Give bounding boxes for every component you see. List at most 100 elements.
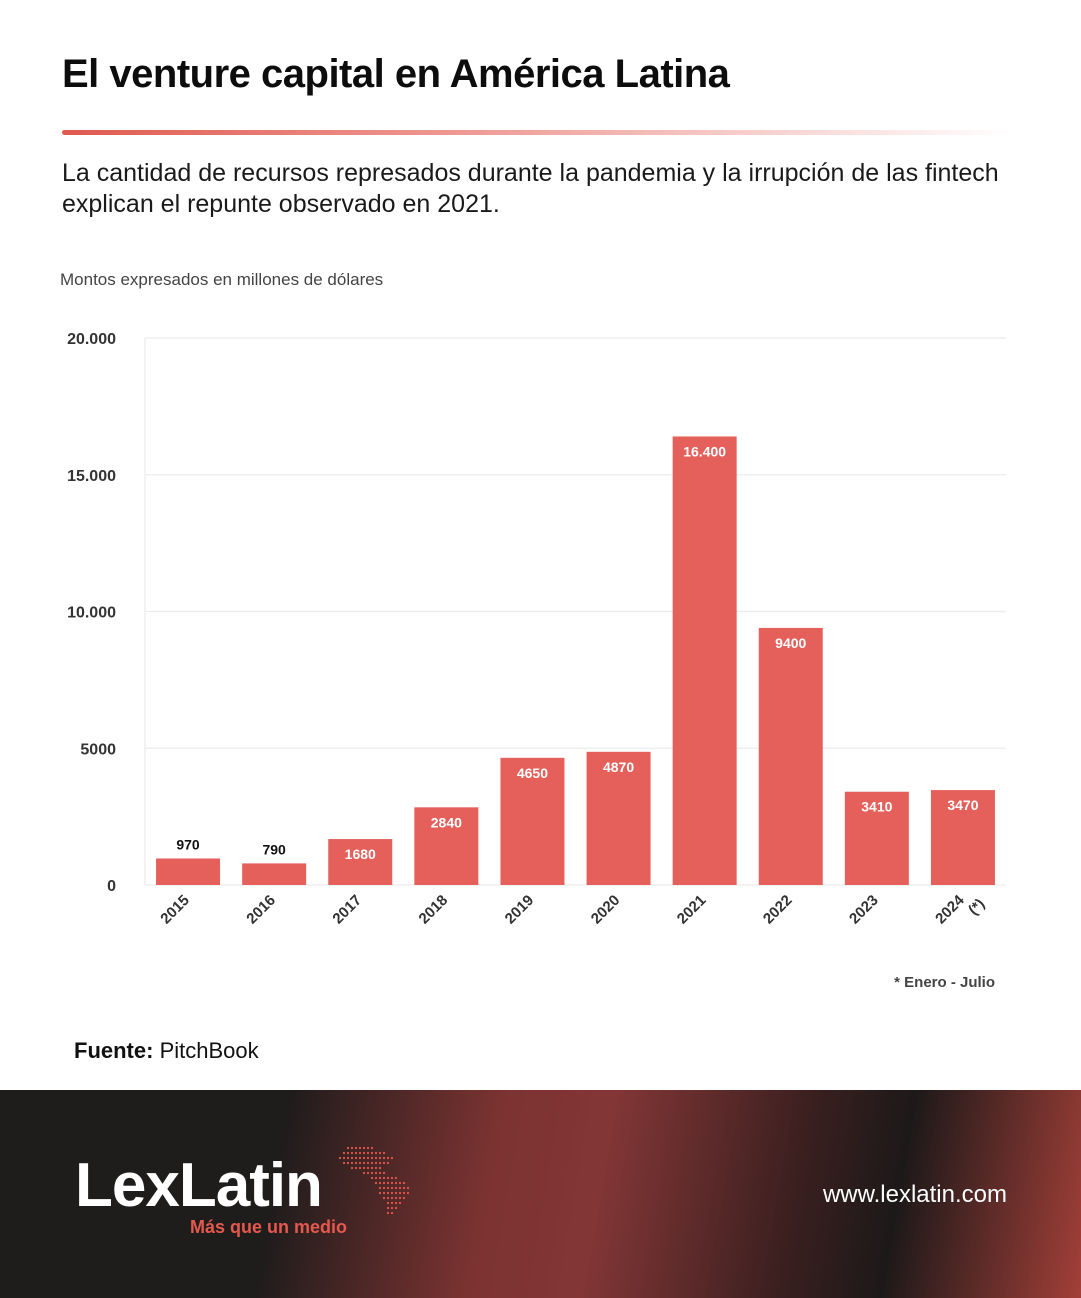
y-tick-label: 5000 [80, 741, 116, 758]
map-dot [390, 1176, 394, 1180]
map-dot [358, 1156, 362, 1160]
map-dot [374, 1176, 378, 1180]
map-dot [386, 1191, 390, 1195]
map-dot [382, 1171, 386, 1175]
map-dot [390, 1196, 394, 1200]
map-dot [378, 1151, 382, 1155]
map-dot [346, 1156, 350, 1160]
map-dot [370, 1176, 374, 1180]
bar-value-label: 4650 [517, 765, 548, 781]
map-dot [382, 1176, 386, 1180]
map-dot [366, 1161, 370, 1165]
x-tick-label-line: 2020 [588, 892, 624, 928]
map-dot [382, 1161, 386, 1165]
map-dot [398, 1186, 402, 1190]
map-dot [370, 1156, 374, 1160]
source-value: PitchBook [159, 1038, 259, 1063]
map-dot [382, 1156, 386, 1160]
map-dot [402, 1191, 406, 1195]
bar [758, 627, 823, 885]
brand-logo[interactable]: LexLatin [75, 1151, 323, 1220]
map-dot [398, 1181, 402, 1185]
map-dot [342, 1156, 346, 1160]
map-dot [370, 1161, 374, 1165]
map-dot [378, 1161, 382, 1165]
bar [930, 790, 995, 885]
map-dot [350, 1151, 354, 1155]
map-dot [362, 1166, 366, 1170]
map-dot [350, 1166, 354, 1170]
bar-value-label: 1680 [345, 846, 376, 862]
map-dot [362, 1151, 366, 1155]
map-dot [362, 1171, 366, 1175]
x-tick-label: 2017 [329, 892, 365, 928]
map-dot [394, 1176, 398, 1180]
map-dot [390, 1201, 394, 1205]
map-dot [354, 1161, 358, 1165]
chart-subtitle: La cantidad de recursos represados duran… [62, 159, 999, 218]
chart-title: El venture capital en América Latina [62, 52, 730, 96]
map-dot [366, 1151, 370, 1155]
map-dot [398, 1196, 402, 1200]
x-tick-label: 2019 [502, 892, 538, 928]
x-tick-label-line: 2021 [674, 892, 710, 928]
bar [156, 858, 221, 885]
map-dot [386, 1211, 390, 1215]
map-dot [362, 1156, 366, 1160]
map-dot [382, 1191, 386, 1195]
map-dot [346, 1151, 350, 1155]
brand-tagline: Más que un medio [190, 1217, 348, 1237]
map-dot [390, 1191, 394, 1195]
x-tick-label: 2022 [760, 892, 796, 928]
map-dot [386, 1156, 390, 1160]
map-dot [406, 1191, 410, 1195]
map-dot [346, 1161, 350, 1165]
map-dot [374, 1156, 378, 1160]
map-dot [338, 1156, 342, 1160]
map-dot [354, 1156, 358, 1160]
map-dot [382, 1196, 386, 1200]
map-dot [378, 1191, 382, 1195]
map-dot [358, 1146, 362, 1150]
map-dot [366, 1146, 370, 1150]
map-dot [358, 1166, 362, 1170]
bar [844, 791, 909, 885]
map-dot [346, 1146, 350, 1150]
map-dot [378, 1181, 382, 1185]
map-dot [402, 1196, 406, 1200]
source-line: Fuente: PitchBook [74, 1038, 259, 1064]
y-tick-label: 15.000 [67, 468, 116, 485]
map-dot [366, 1166, 370, 1170]
map-dot [394, 1201, 398, 1205]
map-dot [378, 1176, 382, 1180]
map-dot [374, 1166, 378, 1170]
map-dot [386, 1181, 390, 1185]
x-tick-label-line: 2023 [846, 892, 882, 928]
map-dot [386, 1201, 390, 1205]
x-tick-label: 2018 [416, 892, 452, 928]
website-link[interactable]: www.lexlatin.com [822, 1181, 1007, 1208]
bar [242, 863, 307, 885]
map-dot [370, 1171, 374, 1175]
bar [672, 436, 737, 885]
map-dot [378, 1186, 382, 1190]
bar [328, 839, 393, 885]
bar-value-label: 2840 [431, 814, 462, 830]
title-accent-line [62, 130, 1012, 135]
x-tick-label: 2020 [588, 892, 624, 928]
map-dot [362, 1161, 366, 1165]
bar [414, 807, 479, 885]
map-dot [394, 1181, 398, 1185]
x-tick-label-line: 2018 [416, 892, 452, 928]
map-dot [378, 1156, 382, 1160]
map-dot [350, 1146, 354, 1150]
latin-america-dot-map-icon [338, 1146, 410, 1215]
map-dot [370, 1151, 374, 1155]
map-dot [382, 1151, 386, 1155]
y-tick-label: 20.000 [67, 331, 116, 348]
map-dot [386, 1206, 390, 1210]
bar-value-label: 9400 [775, 635, 806, 651]
x-tick-label-line: 2015 [157, 892, 193, 928]
bar-value-label: 970 [176, 836, 200, 852]
x-tick-label-line: 2017 [329, 892, 365, 928]
